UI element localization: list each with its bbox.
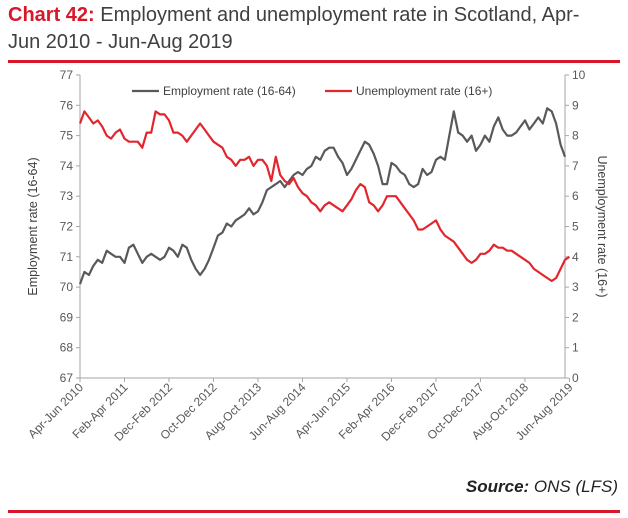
- y-tick-label: 73: [60, 189, 74, 203]
- chart-legend: Employment rate (16-64) Unemployment rate…: [132, 84, 492, 98]
- chart-axes: 6768697071727374757677012345678910Apr-Ju…: [25, 68, 609, 444]
- y-tick-label: 74: [60, 159, 74, 173]
- y-tick-label: 68: [60, 341, 74, 355]
- y2-tick-label: 7: [572, 159, 579, 173]
- y-tick-label: 75: [60, 129, 74, 143]
- y2-tick-label: 0: [572, 371, 579, 385]
- y2-tick-label: 1: [572, 341, 579, 355]
- bottom-rule: [8, 510, 620, 513]
- employment-rate-line: [78, 107, 567, 285]
- y2-tick-label: 5: [572, 220, 579, 234]
- source-value: ONS (LFS): [529, 477, 618, 496]
- top-rule: [8, 60, 620, 63]
- y-tick-label: 67: [60, 371, 74, 385]
- source-note: Source: ONS (LFS): [466, 477, 618, 497]
- unemployment-rate-line: [78, 110, 571, 283]
- y2-tick-label: 3: [572, 280, 579, 294]
- y-tick-label: 70: [60, 280, 74, 294]
- chart-title: Chart 42: Employment and unemployment ra…: [8, 2, 620, 56]
- chart-number: Chart 42:: [8, 4, 95, 26]
- source-label: Source:: [465, 477, 530, 496]
- y-tick-label: 71: [60, 250, 74, 264]
- legend-label-employment: Employment rate (16-64): [163, 84, 296, 98]
- title-text-line2: Jun 2010 - Jun-Aug 2019: [8, 31, 233, 53]
- y2-tick-label: 10: [572, 68, 586, 82]
- y2-tick-label: 8: [572, 129, 579, 143]
- y2-tick-label: 6: [572, 189, 579, 203]
- y-tick-label: 76: [60, 98, 74, 112]
- y-tick-label: 69: [60, 310, 74, 324]
- y2-tick-label: 2: [572, 310, 579, 324]
- y-axis-title: Employment rate (16-64): [26, 157, 40, 295]
- y2-axis-title: Unemployment rate (16+): [595, 155, 609, 297]
- chart-lines: [78, 107, 571, 285]
- y2-tick-label: 4: [572, 250, 579, 264]
- title-text-line1: Employment and unemployment rate in Scot…: [94, 4, 580, 26]
- legend-label-unemployment: Unemployment rate (16+): [356, 84, 492, 98]
- y-tick-label: 72: [60, 220, 74, 234]
- y2-tick-label: 9: [572, 98, 579, 112]
- y-tick-label: 77: [60, 68, 74, 82]
